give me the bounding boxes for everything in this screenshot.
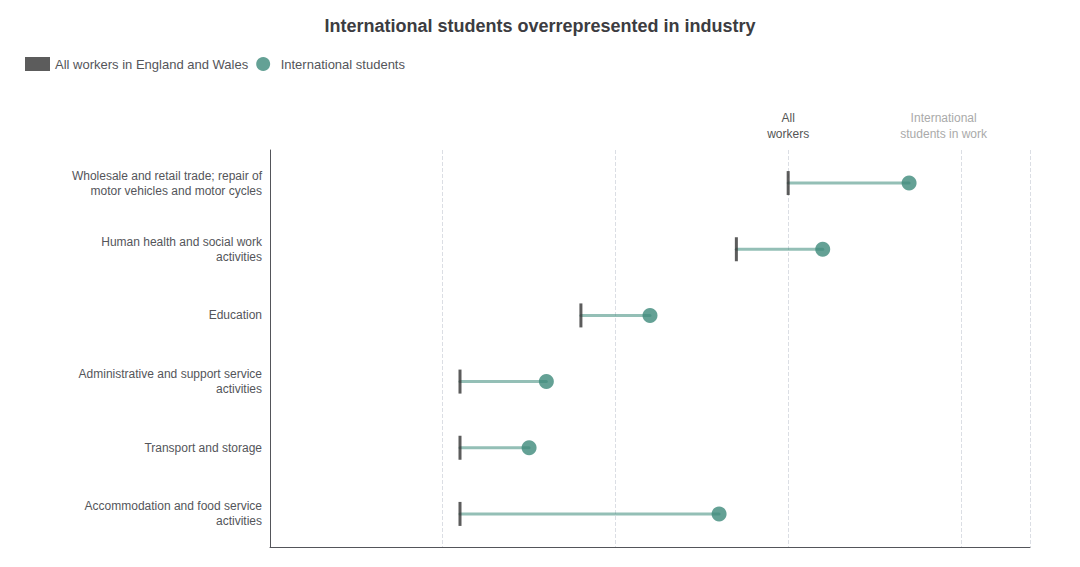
- svg-text:workers: workers: [766, 127, 809, 141]
- svg-text:Education: Education: [209, 308, 262, 322]
- svg-text:All workers in England and Wal: All workers in England and Wales: [55, 57, 249, 72]
- svg-text:International students overrep: International students overrepresented i…: [324, 16, 755, 36]
- svg-text:motor vehicles and motor cycle: motor vehicles and motor cycles: [91, 184, 262, 198]
- svg-text:International: International: [911, 111, 977, 125]
- svg-text:activities: activities: [216, 250, 262, 264]
- svg-text:International students: International students: [281, 57, 406, 72]
- svg-text:Transport and storage: Transport and storage: [144, 441, 262, 455]
- svg-text:students in work: students in work: [900, 127, 988, 141]
- svg-text:Administrative and support ser: Administrative and support service: [79, 367, 263, 381]
- svg-text:Human health and social work: Human health and social work: [101, 235, 263, 249]
- svg-text:Accommodation and food service: Accommodation and food service: [85, 499, 263, 513]
- svg-text:All: All: [782, 111, 795, 125]
- svg-text:activities: activities: [216, 382, 262, 396]
- svg-text:activities: activities: [216, 514, 262, 528]
- svg-text:Wholesale and retail trade; re: Wholesale and retail trade; repair of: [72, 169, 263, 183]
